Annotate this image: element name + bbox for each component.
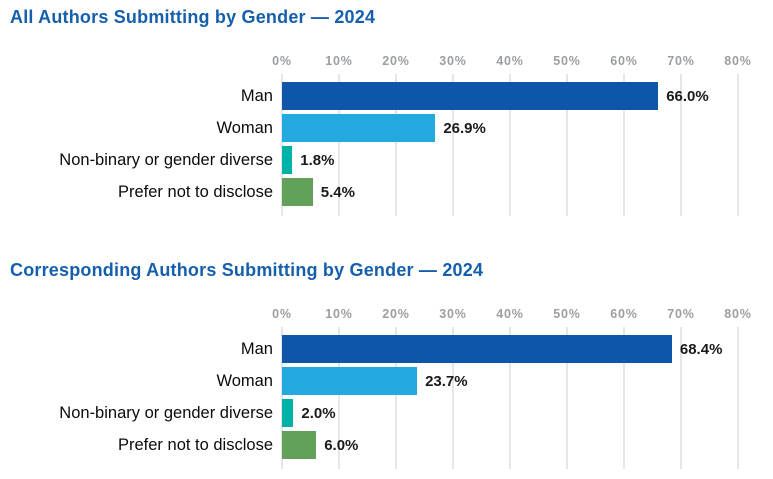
category-label: Woman [216, 372, 273, 390]
bar [282, 367, 418, 395]
x-axis: 0% 10% 20% 30% 40% 50% 60% 70% 80% [272, 307, 751, 323]
bar-value-label: 26.9% [443, 119, 486, 137]
bar [282, 399, 294, 427]
bar-track: 2.0% [282, 399, 738, 427]
bar-track: 26.9% [282, 114, 738, 142]
x-axis-tick-label: 30% [439, 307, 467, 321]
bar-track: 66.0% [282, 82, 738, 110]
x-axis-tick-label: 20% [382, 54, 410, 68]
x-axis-tick-label: 30% [439, 54, 467, 68]
category-label: Prefer not to disclose [118, 183, 273, 201]
x-axis-tick-label: 0% [272, 307, 292, 321]
bar-row: Non-binary or gender diverse 1.8% [0, 146, 773, 174]
category-label: Man [240, 340, 273, 358]
bar-value-label: 23.7% [425, 372, 468, 390]
corresponding-authors-chart: Corresponding Authors Submitting by Gend… [0, 259, 773, 469]
category-label: Woman [216, 119, 273, 137]
x-axis-tick-label: 50% [553, 307, 581, 321]
bar-row: Prefer not to disclose 6.0% [0, 431, 773, 459]
category-label: Prefer not to disclose [118, 436, 273, 454]
x-axis-tick-label: 80% [724, 54, 752, 68]
plot-area: Man 66.0% Woman 26.9% Non-binary or gender d… [0, 74, 773, 216]
bar [282, 114, 436, 142]
x-axis-tick-label: 40% [496, 54, 524, 68]
bar [282, 146, 293, 174]
chart-title: Corresponding Authors Submitting by Gend… [10, 260, 484, 280]
chart-body: 0% 10% 20% 30% 40% 50% 60% 70% 80% Man 68.4% Woman… [0, 307, 773, 469]
x-axis-tick-label: 80% [724, 307, 752, 321]
bar-track: 5.4% [282, 178, 738, 206]
bar [282, 335, 672, 363]
all-authors-chart: All Authors Submitting by Gender — 2024 … [0, 6, 773, 216]
bar-row: Man 68.4% [0, 335, 773, 363]
category-label: Man [240, 87, 273, 105]
x-axis-tick-label: 10% [325, 54, 353, 68]
bar-track: 68.4% [282, 335, 738, 363]
bar-track: 1.8% [282, 146, 738, 174]
x-axis-tick-label: 60% [610, 54, 638, 68]
plot-area: Man 68.4% Woman 23.7% Non-binary or gender d… [0, 327, 773, 469]
x-axis-tick-label: 0% [272, 54, 292, 68]
category-label: Non-binary or gender diverse [59, 151, 273, 169]
x-axis-tick-label: 20% [382, 307, 410, 321]
bar-value-label: 66.0% [666, 87, 709, 105]
bar [282, 82, 659, 110]
bar-row: Woman 23.7% [0, 367, 773, 395]
x-axis-tick-label: 70% [667, 54, 695, 68]
bar-row: Non-binary or gender diverse 2.0% [0, 399, 773, 427]
category-label: Non-binary or gender diverse [59, 404, 273, 422]
bar-value-label: 2.0% [301, 404, 336, 422]
bar-track: 6.0% [282, 431, 738, 459]
bar-row: Prefer not to disclose 5.4% [0, 178, 773, 206]
bar-row: Woman 26.9% [0, 114, 773, 142]
bar-value-label: 6.0% [324, 436, 359, 454]
x-axis-tick-label: 50% [553, 54, 581, 68]
bar-value-label: 1.8% [300, 151, 335, 169]
bar-value-label: 5.4% [320, 183, 355, 201]
bar [282, 431, 317, 459]
x-axis: 0% 10% 20% 30% 40% 50% 60% 70% 80% [272, 54, 751, 70]
x-axis-tick-label: 60% [610, 307, 638, 321]
x-axis-tick-label: 40% [496, 307, 524, 321]
x-axis-tick-label: 10% [325, 307, 353, 321]
x-axis-tick-label: 70% [667, 307, 695, 321]
bar-row: Man 66.0% [0, 82, 773, 110]
bar-value-label: 68.4% [679, 340, 723, 358]
bar [282, 178, 313, 206]
chart-title: All Authors Submitting by Gender — 2024 [10, 7, 376, 27]
chart-body: 0% 10% 20% 30% 40% 50% 60% 70% 80% Man 66.0% Woman… [0, 54, 773, 216]
bar-track: 23.7% [282, 367, 738, 395]
